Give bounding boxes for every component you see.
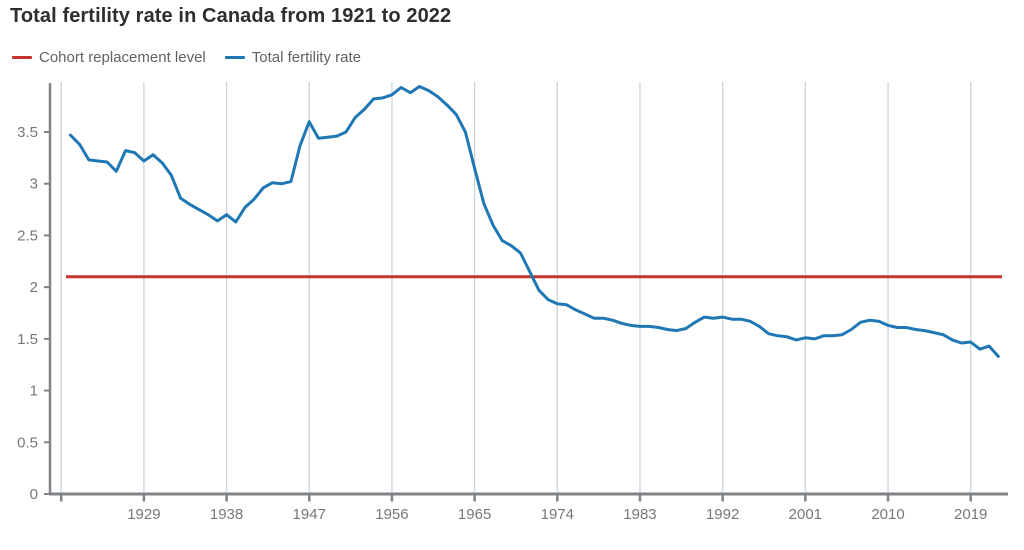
x-tick-label: 1965 xyxy=(458,506,491,523)
x-tick-label: 1947 xyxy=(293,506,326,523)
x-tick-label: 1983 xyxy=(623,506,656,523)
x-tick-label: 2010 xyxy=(871,506,904,523)
x-tick-label: 1992 xyxy=(706,506,739,523)
y-tick-label: 0.5 xyxy=(17,434,38,451)
chart-title: Total fertility rate in Canada from 1921… xyxy=(10,5,452,27)
x-tick-label: 1929 xyxy=(127,506,160,523)
y-tick-label: 3 xyxy=(30,176,38,193)
fertility-rate-line xyxy=(68,85,1000,358)
legend-swatch-total-fertility-rate xyxy=(224,56,245,59)
y-tick-label: 0 xyxy=(30,486,38,503)
y-tick-label: 2 xyxy=(30,279,38,296)
legend-item-cohort-replacement-level[interactable]: Cohort replacement level xyxy=(12,49,206,66)
legend-item-total-fertility-rate[interactable]: Total fertility rate xyxy=(224,49,361,66)
legend-swatch-cohort-replacement-level xyxy=(12,56,32,59)
x-tick-label: 1938 xyxy=(210,506,243,523)
y-tick-label: 1 xyxy=(30,383,38,400)
x-tick-label: 2019 xyxy=(954,506,987,523)
y-tick-label: 2.5 xyxy=(17,227,38,244)
x-tick-label: 1956 xyxy=(375,506,408,523)
x-tick-label: 1974 xyxy=(541,506,574,523)
y-tick-label: 1.5 xyxy=(17,331,38,348)
legend-label: Cohort replacement level xyxy=(39,49,206,66)
legend-label: Total fertility rate xyxy=(251,49,361,66)
x-tick-label: 2001 xyxy=(789,506,822,523)
y-tick-label: 3.5 xyxy=(17,124,38,141)
chart-legend: Cohort replacement level Total fertility … xyxy=(12,49,361,66)
